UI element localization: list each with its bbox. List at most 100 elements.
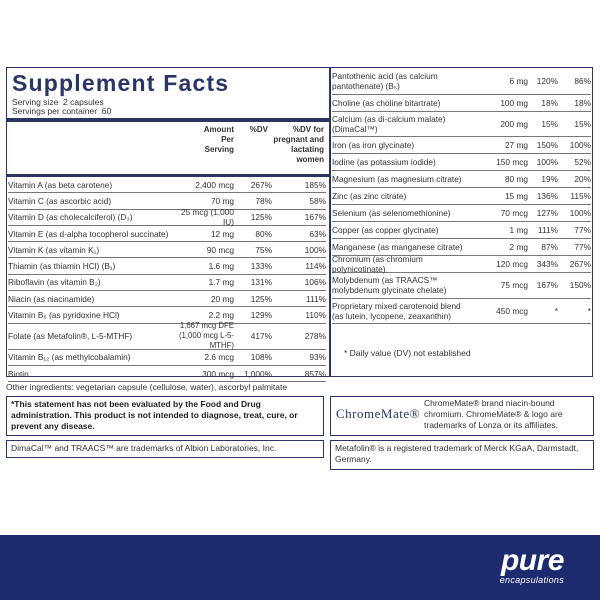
daily-value: 125% [250, 293, 272, 304]
chromemate-box [330, 396, 594, 436]
nutrient-name: Proprietary mixed carotenoid blend (as l… [332, 300, 461, 321]
title: Supplement Facts [12, 70, 230, 96]
daily-value: 18% [541, 97, 558, 108]
daily-value: 267% [569, 259, 591, 269]
amount: 1 mg [509, 225, 528, 235]
daily-value: 127% [536, 208, 558, 218]
amount: 1.7 mg [208, 277, 234, 288]
daily-value: 52% [574, 157, 591, 167]
daily-value: 20% [574, 174, 591, 184]
amount: 450 mcg [496, 305, 528, 316]
table-row: Proprietary mixed carotenoid blend (as l… [332, 299, 591, 324]
amount: 150 mcg [496, 157, 528, 167]
daily-value: 18% [574, 97, 591, 108]
daily-value: 100% [569, 140, 591, 150]
daily-value: 108% [250, 352, 272, 363]
daily-value: 133% [250, 261, 272, 272]
daily-value: 1,000% [243, 368, 272, 379]
amount: 90 mcg [206, 244, 234, 255]
daily-value: 129% [250, 310, 272, 321]
daily-value: 857% [304, 368, 326, 379]
daily-value: 77% [574, 242, 591, 252]
daily-value: * [554, 305, 558, 316]
daily-value: 93% [309, 352, 326, 363]
table-row: Vitamin E (as d-alpha tocopherol succina… [8, 226, 326, 243]
table-row: Niacin (as niacinamide) 20 mg 125% 111% [8, 291, 326, 308]
daily-value: 110% [305, 310, 326, 321]
table-row: Riboflavin (as vitamin B₂) 1.7 mg 131% 106% [8, 275, 326, 292]
daily-value: * [587, 305, 591, 316]
amount: 2.2 mg [208, 310, 234, 321]
amount: 1,667 mcg DFE (1,000 mcg L-5-MTHF) [178, 321, 234, 351]
daily-value: 75% [255, 244, 272, 255]
daily-value: 19% [541, 174, 558, 184]
daily-value: 15% [541, 118, 558, 129]
daily-value: 106% [304, 277, 326, 288]
daily-value: 63% [309, 228, 326, 239]
daily-value: 111% [538, 225, 558, 235]
nutrient-name: Vitamin A (as beta carotene) [8, 179, 113, 190]
table-row: Biotin 300 mcg 1,000% 857% [8, 366, 326, 383]
nutrient-name: Folate (as Metafolin®, L-5-MTHF) [8, 331, 133, 342]
nutrient-name: Niacin (as niacinamide) [8, 293, 95, 304]
nutrient-name: Magnesium (as magnesium citrate) [332, 174, 462, 184]
table-row: Choline (as choline bitartrate) 100 mg 18%… [332, 95, 591, 112]
amount: 100 mg [500, 97, 528, 108]
nutrient-name: Vitamin E (as d-alpha tocopherol succina… [8, 228, 169, 239]
daily-value: 167% [304, 212, 326, 223]
nutrient-name: Choline (as choline bitartrate) [332, 97, 441, 108]
daily-value: 114% [305, 261, 326, 272]
nutrient-name: Copper (as copper glycinate) [332, 225, 439, 235]
nutrient-name: Biotin [8, 368, 29, 379]
table-row: Folate (as Metafolin®, L-5-MTHF) 1,667 mc… [8, 321, 326, 351]
amount: 70 mcg [500, 208, 528, 218]
table-row: Copper (as copper glycinate) 1 mg 111% 77% [332, 222, 591, 239]
daily-value: 115% [570, 191, 591, 201]
amount: 2 mg [509, 242, 528, 252]
nutrient-name: Thiamin (as thiamin HCl) (B₁) [8, 261, 116, 272]
daily-value: 111% [306, 293, 326, 304]
table-row: Vitamin K (as vitamin K₁) 90 mcg 75% 100% [8, 242, 326, 259]
table-row: Selenium (as selenomethionine) 70 mcg 127%… [332, 205, 591, 222]
column-header: %DV for pregnant and lactating women [273, 125, 324, 164]
thick-rule [7, 174, 329, 177]
nutrient-name: Vitamin K (as vitamin K₁) [8, 244, 100, 255]
daily-value: 78% [255, 195, 272, 206]
trademark-albion: DimaCal™ and TRAACS™ are trademarks of A… [6, 440, 324, 458]
brand-tagline: encapsulations [499, 575, 564, 585]
amount: 25 mcg (1,000 IU) [180, 207, 234, 228]
amount: 12 mg [210, 228, 234, 239]
amount: 75 mcg [500, 280, 528, 291]
amount: 6 mg [509, 76, 528, 87]
nutrient-name: Zinc (as zinc citrate) [332, 191, 407, 201]
nutrient-name: Selenium (as selenomethionine) [332, 208, 451, 218]
daily-value: 100% [569, 208, 591, 218]
nutrient-name: Vitamin B₆ (as pyridoxine HCl) [8, 310, 120, 321]
footnote: * Daily value (DV) not established [344, 348, 471, 358]
table-row: Molybdenum (as TRAACS™ molybdenum glycin… [332, 273, 591, 299]
daily-value: 417% [250, 331, 272, 342]
table-row: Chromium (as chromium polynicotinate) 120… [332, 254, 591, 274]
daily-value: 267% [250, 179, 272, 190]
table-row: Manganese (as manganese citrate) 2 mg 87% 7… [332, 239, 591, 256]
facts-panel [6, 67, 593, 377]
nutrient-name: Chromium (as chromium polynicotinate) [332, 254, 423, 274]
amount: 15 mg [504, 191, 528, 201]
table-row: Magnesium (as magnesium citrate) 80 mg 19%… [332, 171, 591, 188]
daily-value: 100% [536, 157, 558, 167]
amount: 2.6 mcg [204, 352, 234, 363]
table-row: Thiamin (as thiamin HCl) (B₁) 1.6 mg 133% 1… [8, 259, 326, 275]
divider [329, 67, 331, 377]
daily-value: 131% [250, 277, 272, 288]
nutrient-name: Manganese (as manganese citrate) [332, 242, 463, 252]
daily-value: 343% [536, 259, 558, 269]
amount: 1.6 mg [208, 261, 234, 272]
table-row: Vitamin B₁₂ (as methylcobalamin) 2.6 mcg 1… [8, 350, 326, 366]
table-row: Vitamin C (as ascorbic acid) 70 mg 78% 58% [8, 193, 326, 210]
nutrient-name: Iodine (as potassium iodide) [332, 157, 436, 167]
nutrient-name: Riboflavin (as vitamin B₂) [8, 277, 101, 288]
table-row: Pantothenic acid (as calcium pantothenat… [332, 69, 591, 95]
daily-value: 150% [569, 280, 591, 291]
nutrient-name: Iron (as iron glycinate) [332, 140, 415, 150]
